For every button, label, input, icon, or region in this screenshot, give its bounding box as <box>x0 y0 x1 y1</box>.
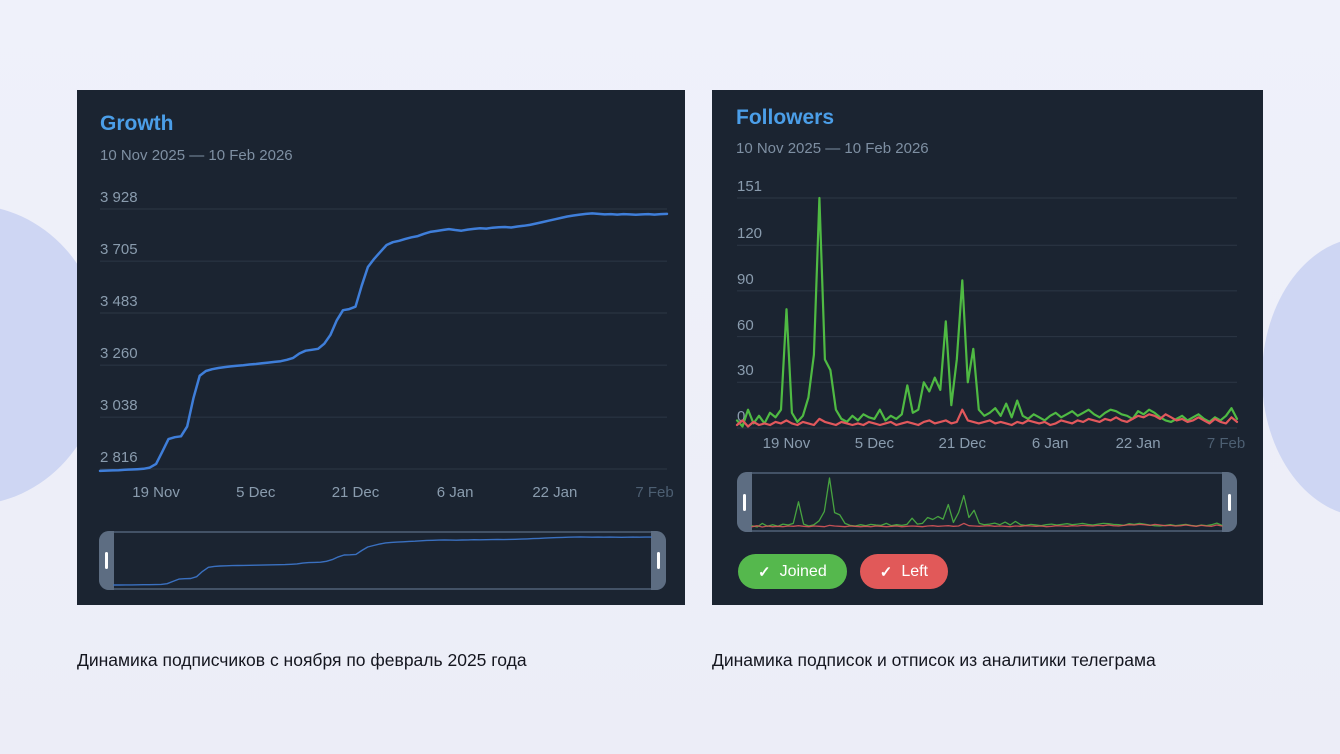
chart-followers-svg <box>735 196 1239 429</box>
growth-minimap[interactable] <box>99 531 666 590</box>
y-tick-label: 60 <box>737 316 754 334</box>
y-tick-label: 2 816 <box>100 449 138 466</box>
series-line-0 <box>98 212 669 473</box>
x-tick-label: 19 Nov <box>762 435 811 452</box>
caption-followers: Динамика подписок и отписок из аналитики… <box>712 650 1156 670</box>
followers-minimap-handle-right[interactable] <box>1222 472 1237 532</box>
chart-growth-svg <box>98 208 669 473</box>
followers-minimap-handle-left[interactable] <box>737 472 752 532</box>
x-tick-label: 21 Dec <box>938 435 987 452</box>
growth-chart-panel: Growth 10 Nov 2025 — 10 Feb 2026 2 816 3 … <box>77 90 685 605</box>
x-tick-label: 6 Jan <box>436 484 474 501</box>
background-blob-right <box>1262 237 1340 517</box>
y-tick-label: 3 928 <box>100 189 138 206</box>
growth-plot-area[interactable]: 2 816 3 038 3 260 3 483 3 705 3 928 <box>98 189 669 477</box>
mini-followers-svg <box>751 477 1223 528</box>
x-tick-label: 7 Feb <box>1206 435 1246 452</box>
x-tick-label: 21 Dec <box>331 484 380 501</box>
y-tick-label: 3 260 <box>100 345 138 363</box>
followers-x-axis: 19 Nov 5 Dec 21 Dec 6 Jan 22 Jan 7 Feb <box>737 435 1246 455</box>
minimap-line-1 <box>751 522 1223 528</box>
growth-x-axis: 19 Nov 5 Dec 21 Dec 6 Jan 22 Jan 7 Feb <box>100 484 673 504</box>
legend-joined-label: Joined <box>779 562 827 580</box>
series-line-0 <box>735 196 1239 428</box>
y-tick-label: 3 038 <box>100 397 138 415</box>
followers-chart-panel: Followers 10 Nov 2025 — 10 Feb 2026 0 30 6… <box>712 90 1263 605</box>
x-tick-label: 22 Jan <box>1115 435 1161 452</box>
y-tick-label: 30 <box>737 362 754 380</box>
check-icon: ✓ <box>758 563 771 581</box>
growth-minimap-handle-left[interactable] <box>99 531 114 590</box>
followers-minimap[interactable] <box>737 472 1237 532</box>
minimap-line-0 <box>751 477 1223 528</box>
followers-date-range: 10 Nov 2025 — 10 Feb 2026 <box>736 140 929 157</box>
growth-date-range: 10 Nov 2025 — 10 Feb 2026 <box>100 147 293 164</box>
growth-minimap-handle-right[interactable] <box>651 531 666 590</box>
growth-title: Growth <box>100 112 174 135</box>
x-tick-label: 6 Jan <box>1031 435 1069 452</box>
x-tick-label: 7 Feb <box>635 484 674 501</box>
y-tick-label: 3 483 <box>100 293 138 311</box>
y-tick-label: 120 <box>737 225 763 243</box>
followers-plot-area[interactable]: 0 30 60 90 120 151 <box>735 178 1239 435</box>
legend-left-label: Left <box>901 562 928 580</box>
y-tick-label: 3 705 <box>100 241 138 259</box>
followers-title: Followers <box>736 106 835 129</box>
x-tick-label: 5 Dec <box>236 484 276 501</box>
y-tick-label: 0 <box>737 408 746 425</box>
mini-growth-svg <box>113 536 652 586</box>
x-tick-label: 5 Dec <box>854 435 894 452</box>
x-tick-label: 22 Jan <box>532 484 578 501</box>
y-tick-label: 151 <box>737 178 763 195</box>
legend-left-button[interactable]: ✓ Left <box>859 554 948 589</box>
x-tick-label: 19 Nov <box>132 484 180 501</box>
followers-legend: ✓ Joined ✓ Left <box>738 554 948 589</box>
caption-growth: Динамика подписчиков с ноября по февраль… <box>77 650 527 670</box>
y-tick-label: 90 <box>737 270 754 288</box>
series-line-1 <box>735 408 1239 428</box>
legend-joined-button[interactable]: ✓ Joined <box>738 554 847 589</box>
check-icon: ✓ <box>879 563 893 581</box>
minimap-line-0 <box>113 536 652 586</box>
